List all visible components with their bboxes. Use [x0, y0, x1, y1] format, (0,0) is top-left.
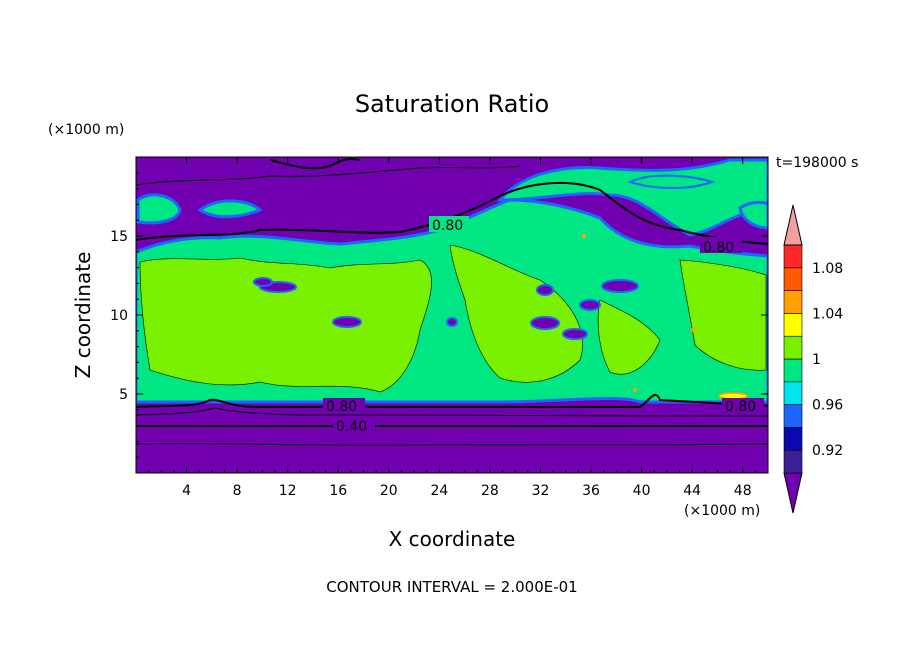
colorbar-bin — [783, 404, 803, 428]
x-tick-label: 12 — [279, 483, 297, 499]
contour-label: 0.80 — [432, 218, 463, 234]
colorbar-bin — [783, 267, 803, 291]
contour-line — [136, 407, 768, 417]
colorbar-tick-label: 1.04 — [812, 306, 843, 322]
cloud-core-blob — [139, 257, 432, 393]
x-tick-label: 32 — [532, 483, 550, 499]
cloud-core-blob — [597, 299, 661, 375]
contour-line — [136, 442, 768, 446]
x-axis-label: X coordinate — [389, 527, 516, 551]
contour-line — [136, 394, 768, 409]
x-tick-label: 36 — [582, 483, 600, 499]
colorbar-tick-label: 1 — [812, 352, 821, 368]
x-axis: 4 8 12 16 20 24 28 32 36 40 44 48 — [148, 157, 756, 499]
upper-cloud-patch — [197, 199, 263, 219]
cloud-core-blob — [449, 244, 583, 383]
x-tick-label: 28 — [481, 483, 499, 499]
contour-label: 0.40 — [336, 419, 367, 435]
y-tick-label: 15 — [110, 229, 128, 245]
colorbar-bin — [783, 335, 803, 360]
colorbar-bin — [783, 358, 803, 383]
x-tick-label: 48 — [734, 483, 752, 499]
colorbar-over-triangle — [783, 204, 803, 246]
contour-labels: 0.80 0.80 0.80 0.40 0.80 — [323, 216, 764, 435]
x-tick-label: 20 — [380, 483, 398, 499]
upper-cloud-patch — [738, 200, 768, 230]
x-tick-label: 44 — [683, 483, 701, 499]
contour-line — [136, 181, 768, 245]
colorbar-bin — [783, 449, 803, 474]
x-axis-units: (×1000 m) — [684, 503, 760, 519]
x-tick-label: 40 — [633, 483, 651, 499]
contour-label: 0.80 — [326, 399, 357, 415]
supersaturated-spots — [582, 234, 748, 400]
colorbar-bin — [783, 381, 803, 405]
colorbar-under-triangle — [783, 472, 803, 514]
colorbar-ticks: 0.92 0.96 1 1.04 1.08 — [812, 261, 843, 459]
x-tick-label: 4 — [182, 483, 191, 499]
x-tick-label: 24 — [430, 483, 448, 499]
colorbar-tick-label: 0.92 — [812, 443, 843, 459]
y-tick-label: 5 — [119, 387, 128, 403]
y-axis-label: Z coordinate — [71, 252, 95, 379]
colorbar-bin — [783, 244, 803, 269]
contour-label: 0.80 — [725, 399, 756, 415]
y-axis-units: (×1000 m) — [48, 122, 124, 138]
colorbar-tick-label: 1.08 — [812, 261, 843, 277]
cloud-core-blob — [679, 259, 767, 371]
contour-line — [136, 165, 521, 186]
upper-cloud-patch — [627, 174, 716, 189]
x-tick-label: 16 — [329, 483, 347, 499]
dry-pockets — [253, 277, 639, 340]
y-tick-label: 10 — [110, 308, 128, 324]
colorbar-tick-label: 0.96 — [812, 398, 843, 414]
colorbar-bin — [783, 290, 803, 314]
contour-interval: CONTOUR INTERVAL = 2.000E-01 — [326, 578, 577, 596]
y-axis: 5 10 15 — [110, 172, 768, 458]
time-label: t=198000 s — [776, 155, 858, 171]
upper-cloud-patch — [136, 193, 182, 225]
chart-title: Saturation Ratio — [355, 90, 549, 118]
colorbar — [783, 204, 803, 514]
colorbar-bin — [783, 313, 803, 337]
x-tick-label: 8 — [233, 483, 242, 499]
colorbar-bin — [783, 427, 803, 451]
contour-line — [269, 157, 361, 170]
contour-label: 0.80 — [703, 240, 734, 256]
plot-area — [136, 157, 768, 473]
